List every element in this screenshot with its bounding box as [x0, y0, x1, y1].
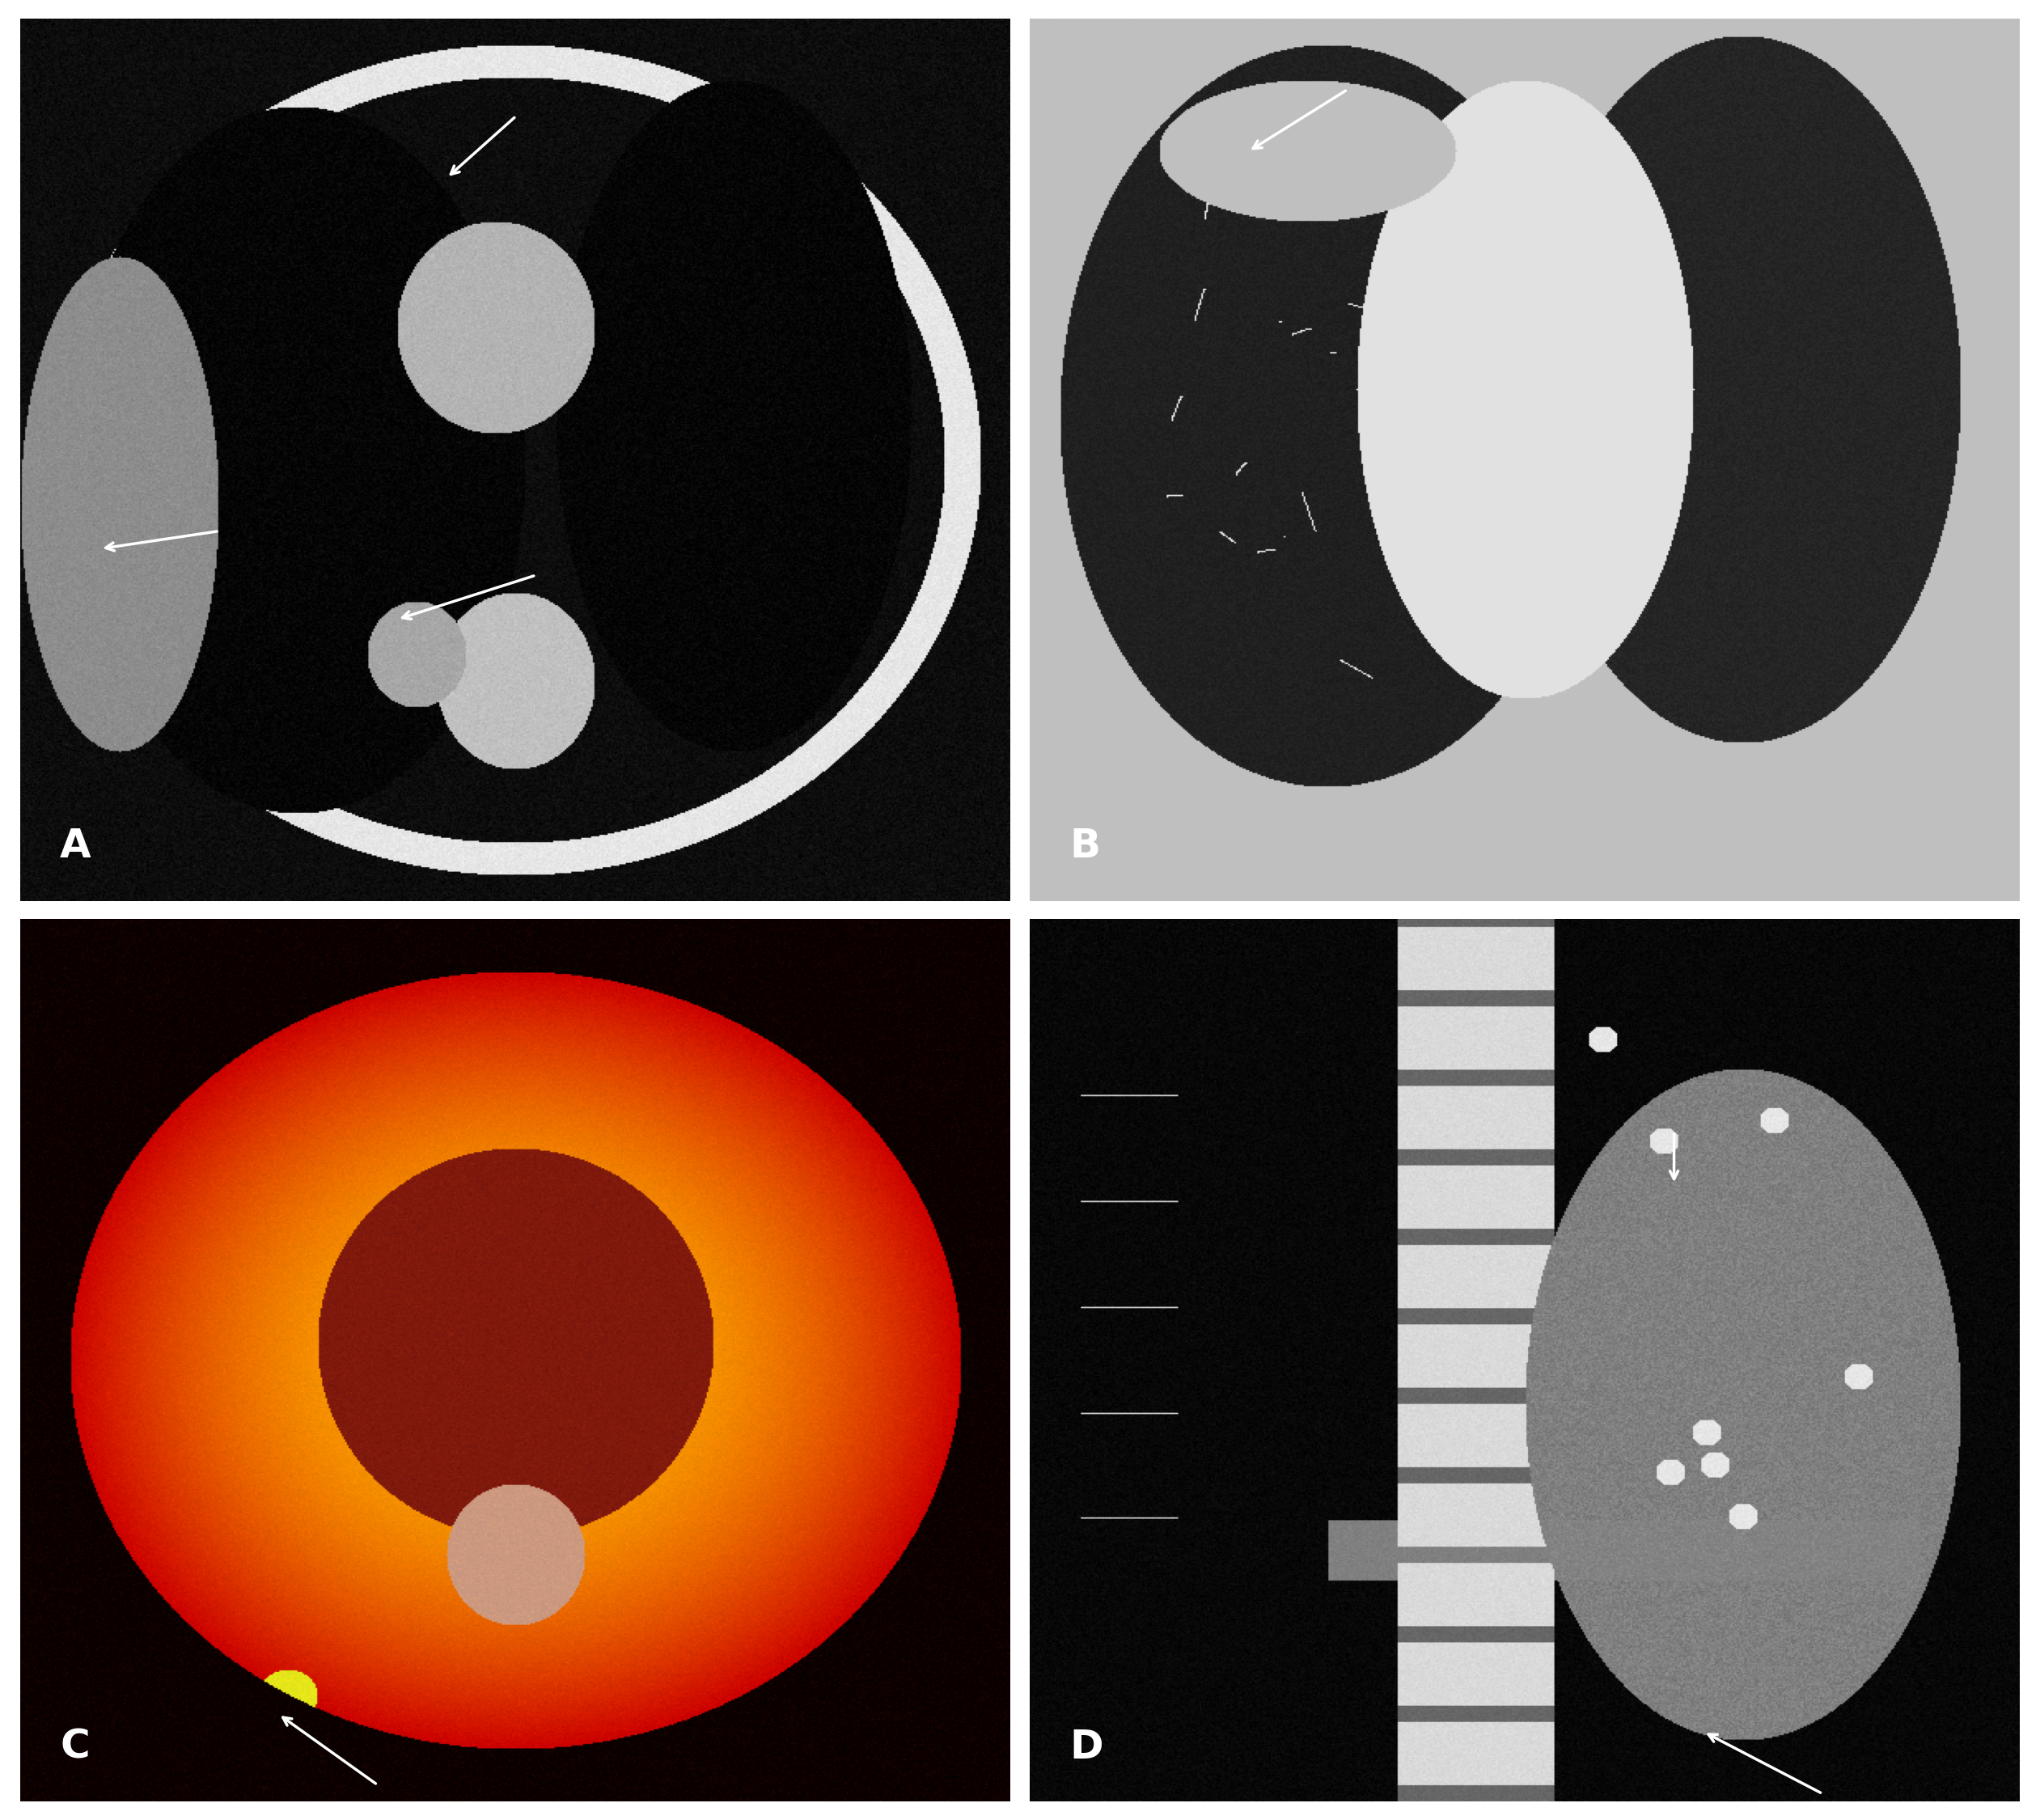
Text: A: A [59, 826, 92, 866]
Text: B: B [1069, 826, 1100, 866]
Text: C: C [59, 1727, 90, 1767]
Text: D: D [1069, 1727, 1104, 1767]
